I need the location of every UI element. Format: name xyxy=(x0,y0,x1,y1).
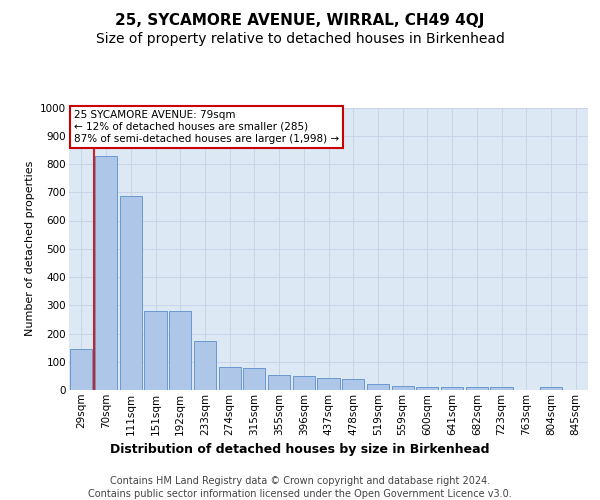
Bar xyxy=(441,387,463,390)
Text: 25 SYCAMORE AVENUE: 79sqm
← 12% of detached houses are smaller (285)
87% of semi: 25 SYCAMORE AVENUE: 79sqm ← 12% of detac… xyxy=(74,110,340,144)
Bar xyxy=(243,368,265,390)
Bar xyxy=(317,378,340,390)
Bar xyxy=(342,378,364,390)
Text: Size of property relative to detached houses in Birkenhead: Size of property relative to detached ho… xyxy=(95,32,505,46)
Bar xyxy=(169,312,191,390)
Bar xyxy=(268,376,290,390)
Text: Contains HM Land Registry data © Crown copyright and database right 2024.: Contains HM Land Registry data © Crown c… xyxy=(110,476,490,486)
Y-axis label: Number of detached properties: Number of detached properties xyxy=(25,161,35,336)
Bar xyxy=(194,340,216,390)
Bar xyxy=(70,349,92,390)
Bar xyxy=(490,387,512,390)
Bar xyxy=(416,386,439,390)
Bar xyxy=(367,384,389,390)
Bar xyxy=(293,376,315,390)
Text: Contains public sector information licensed under the Open Government Licence v3: Contains public sector information licen… xyxy=(88,489,512,499)
Bar xyxy=(145,311,167,390)
Bar xyxy=(95,156,117,390)
Bar xyxy=(119,196,142,390)
Bar xyxy=(218,368,241,390)
Bar xyxy=(392,386,414,390)
Text: 25, SYCAMORE AVENUE, WIRRAL, CH49 4QJ: 25, SYCAMORE AVENUE, WIRRAL, CH49 4QJ xyxy=(115,12,485,28)
Bar xyxy=(466,387,488,390)
Bar xyxy=(540,387,562,390)
Text: Distribution of detached houses by size in Birkenhead: Distribution of detached houses by size … xyxy=(110,442,490,456)
